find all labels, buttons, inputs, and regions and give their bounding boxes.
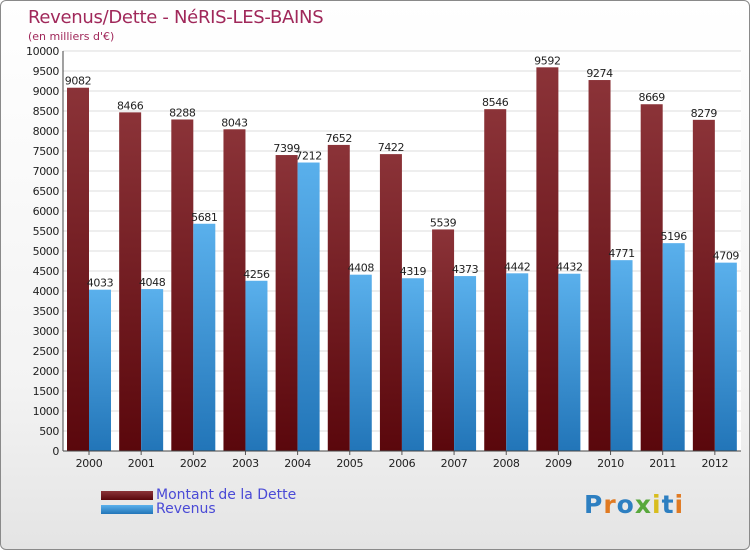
x-tick-label: 2008 <box>493 457 520 470</box>
dette-value-label: 9592 <box>534 54 560 67</box>
dette-value-label: 8288 <box>169 106 196 119</box>
revenus-value-label: 4048 <box>139 276 166 289</box>
revenus-bar <box>89 289 111 451</box>
y-tick-label: 4000 <box>33 285 60 298</box>
x-tick-label: 2004 <box>284 457 311 470</box>
chart-title: Revenus/Dette - NéRIS-LES-BAINS <box>28 7 324 28</box>
y-tick-label: 0 <box>52 445 59 458</box>
revenus-bar <box>401 278 424 451</box>
revenus-bar <box>662 243 685 451</box>
revenus-value-label: 4319 <box>400 265 427 278</box>
dette-value-label: 9274 <box>586 67 613 80</box>
revenus-value-label: 4033 <box>87 277 114 290</box>
dette-bar <box>640 104 663 452</box>
revenus-bar <box>714 262 737 451</box>
dette-bar <box>275 155 298 452</box>
dette-bar <box>223 129 246 451</box>
revenus-bar <box>454 276 477 451</box>
y-tick-label: 2500 <box>33 345 60 358</box>
y-tick-label: 3500 <box>33 305 60 318</box>
x-tick-label: 2001 <box>128 457 155 470</box>
y-tick-label: 4500 <box>33 265 60 278</box>
revenus-bar <box>349 274 372 451</box>
revenus-value-label: 4771 <box>608 247 634 260</box>
chart-subtitle: (en milliers d'€) <box>28 30 115 43</box>
revenus-bar <box>558 273 581 451</box>
dette-value-label: 8279 <box>691 107 718 120</box>
y-tick-label: 5500 <box>33 225 60 238</box>
revenus-value-label: 4256 <box>243 268 270 281</box>
x-tick-label: 2010 <box>597 457 624 470</box>
y-tick-label: 10000 <box>26 45 59 58</box>
revenus-value-label: 4373 <box>452 263 479 276</box>
x-tick-label: 2012 <box>701 457 728 470</box>
revenus-value-label: 4408 <box>348 262 375 275</box>
dette-value-label: 9082 <box>65 75 91 88</box>
dette-value-label: 8043 <box>221 116 248 129</box>
dette-bar <box>484 109 507 451</box>
revenus-bar <box>506 273 529 451</box>
revenus-value-label: 4442 <box>504 260 530 273</box>
y-tick-label: 8500 <box>33 105 60 118</box>
dette-bar <box>432 229 455 451</box>
y-tick-label: 3000 <box>33 325 60 338</box>
x-tick-label: 2011 <box>649 457 676 470</box>
dette-value-label: 7652 <box>326 132 352 145</box>
legend-label-revenus: Revenus <box>156 501 216 517</box>
revenus-value-label: 5196 <box>660 230 687 243</box>
y-tick-label: 2000 <box>33 365 60 378</box>
revenus-bar <box>141 289 164 451</box>
dette-value-label: 8546 <box>482 96 509 109</box>
dette-bar <box>692 119 715 451</box>
dette-value-label: 8466 <box>117 99 144 112</box>
y-tick-label: 7000 <box>33 165 60 178</box>
x-tick-label: 2000 <box>76 457 103 470</box>
dette-value-label: 5539 <box>430 216 457 229</box>
dette-bar <box>379 154 402 451</box>
legend-swatch-revenus <box>101 505 153 514</box>
x-tick-label: 2002 <box>180 457 207 470</box>
proxiti-logo: Proxiti <box>584 490 685 519</box>
revenus-bar <box>297 162 320 451</box>
y-tick-label: 6000 <box>33 205 60 218</box>
x-tick-label: 2005 <box>336 457 363 470</box>
y-tick-label: 1500 <box>33 385 60 398</box>
dette-value-label: 7399 <box>273 142 300 155</box>
y-tick-label: 8000 <box>33 125 60 138</box>
dette-bar <box>171 119 194 451</box>
dette-value-label: 7422 <box>378 141 404 154</box>
y-tick-label: 9500 <box>33 65 60 78</box>
revenus-bar <box>610 260 633 451</box>
dette-value-label: 8669 <box>638 91 665 104</box>
revenus-value-label: 4709 <box>713 250 740 263</box>
x-tick-label: 2006 <box>389 457 416 470</box>
revenus-bar <box>193 223 216 451</box>
x-tick-label: 2009 <box>545 457 572 470</box>
dette-bar <box>67 87 89 451</box>
revenus-value-label: 5681 <box>191 211 217 224</box>
dette-bar <box>588 80 611 451</box>
dette-bar <box>536 67 559 451</box>
revenus-bar <box>245 280 268 451</box>
y-tick-label: 500 <box>39 425 59 438</box>
dette-bar <box>327 144 350 452</box>
x-tick-label: 2003 <box>232 457 259 470</box>
x-tick-label: 2007 <box>441 457 468 470</box>
y-tick-label: 6500 <box>33 185 60 198</box>
dette-bar <box>119 112 142 452</box>
y-tick-label: 5000 <box>33 245 60 258</box>
y-tick-label: 1000 <box>33 405 60 418</box>
plot-area: 0 500 1000 1500 2000 2500 3000 3500 4000 4500 5000… <box>26 45 741 470</box>
legend-swatch-dette <box>101 491 153 500</box>
legend-label-dette: Montant de la Dette <box>156 487 297 503</box>
y-tick-label: 9000 <box>33 85 60 98</box>
revenus-value-label: 4432 <box>556 261 582 274</box>
y-tick-label: 7500 <box>33 145 60 158</box>
revenus-value-label: 7212 <box>295 150 321 163</box>
